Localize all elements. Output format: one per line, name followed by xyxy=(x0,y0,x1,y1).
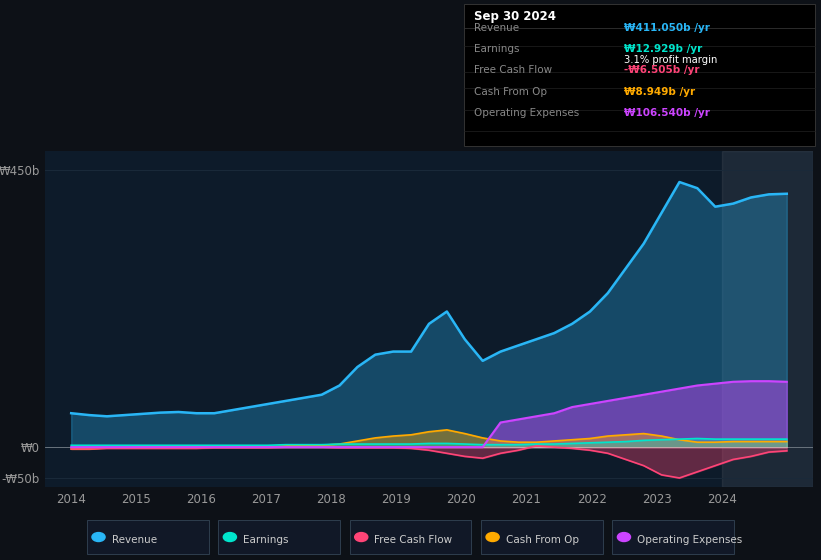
Text: Earnings: Earnings xyxy=(474,44,519,54)
Text: ₩411.050b /yr: ₩411.050b /yr xyxy=(624,23,710,33)
Text: Cash From Op: Cash From Op xyxy=(474,87,547,97)
Text: Free Cash Flow: Free Cash Flow xyxy=(474,66,552,76)
Text: ₩8.949b /yr: ₩8.949b /yr xyxy=(624,87,695,97)
Text: Sep 30 2024: Sep 30 2024 xyxy=(474,10,556,23)
Text: Cash From Op: Cash From Op xyxy=(506,535,579,545)
Text: Operating Expenses: Operating Expenses xyxy=(474,108,579,118)
Text: Revenue: Revenue xyxy=(474,23,519,33)
Text: Revenue: Revenue xyxy=(112,535,157,545)
Text: -₩6.505b /yr: -₩6.505b /yr xyxy=(624,66,699,76)
Text: Operating Expenses: Operating Expenses xyxy=(637,535,742,545)
Text: ₩12.929b /yr: ₩12.929b /yr xyxy=(624,44,702,54)
Text: Earnings: Earnings xyxy=(243,535,288,545)
Text: 3.1% profit margin: 3.1% profit margin xyxy=(624,55,718,66)
Text: Free Cash Flow: Free Cash Flow xyxy=(374,535,452,545)
Text: ₩106.540b /yr: ₩106.540b /yr xyxy=(624,108,710,118)
Bar xyxy=(722,151,813,487)
